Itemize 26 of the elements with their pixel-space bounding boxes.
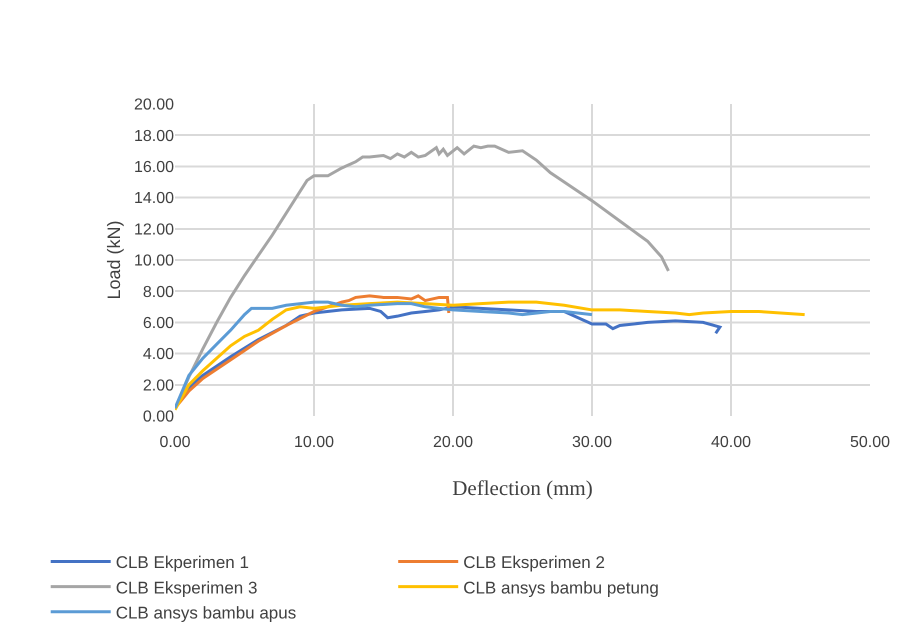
y-tick-label: 20.00 [134, 96, 174, 114]
y-tick-label: 0.00 [142, 408, 174, 426]
y-axis-title: Load (kN) [104, 220, 124, 300]
y-tick-label: 16.00 [134, 159, 174, 176]
line-series [175, 300, 594, 410]
y-tick-label: 12.00 [134, 221, 174, 238]
y-tick-label: 14.00 [134, 190, 174, 208]
legend-label: CLB Eksperimen 3 [116, 578, 258, 598]
legend-label: CLB Ekperimen 1 [116, 553, 249, 572]
y-tick-label: 4.00 [142, 346, 174, 364]
y-tick-label: 8.00 [142, 284, 174, 301]
y-tick-label: 6.00 [142, 315, 174, 332]
y-tick-label: 2.00 [142, 377, 174, 394]
x-tick-label: 30.00 [572, 434, 612, 451]
legend-label: CLB ansys bambu petung [463, 578, 659, 598]
x-tick-label: 50.00 [850, 434, 890, 451]
legend-label: CLB Eksperimen 2 [463, 553, 605, 572]
x-tick-label: 20.00 [432, 434, 474, 451]
x-tick-label: 0.00 [159, 434, 191, 451]
line-series [175, 300, 806, 412]
legend-label: CLB ansys bambu apus [116, 603, 296, 622]
y-tick-label: 10.00 [134, 252, 174, 270]
y-tick-label: 18.00 [134, 128, 174, 145]
x-tick-label: 10.00 [294, 434, 334, 451]
x-tick-label: 40.00 [710, 434, 752, 451]
x-axis-title: Deflection (mm) [452, 476, 593, 500]
